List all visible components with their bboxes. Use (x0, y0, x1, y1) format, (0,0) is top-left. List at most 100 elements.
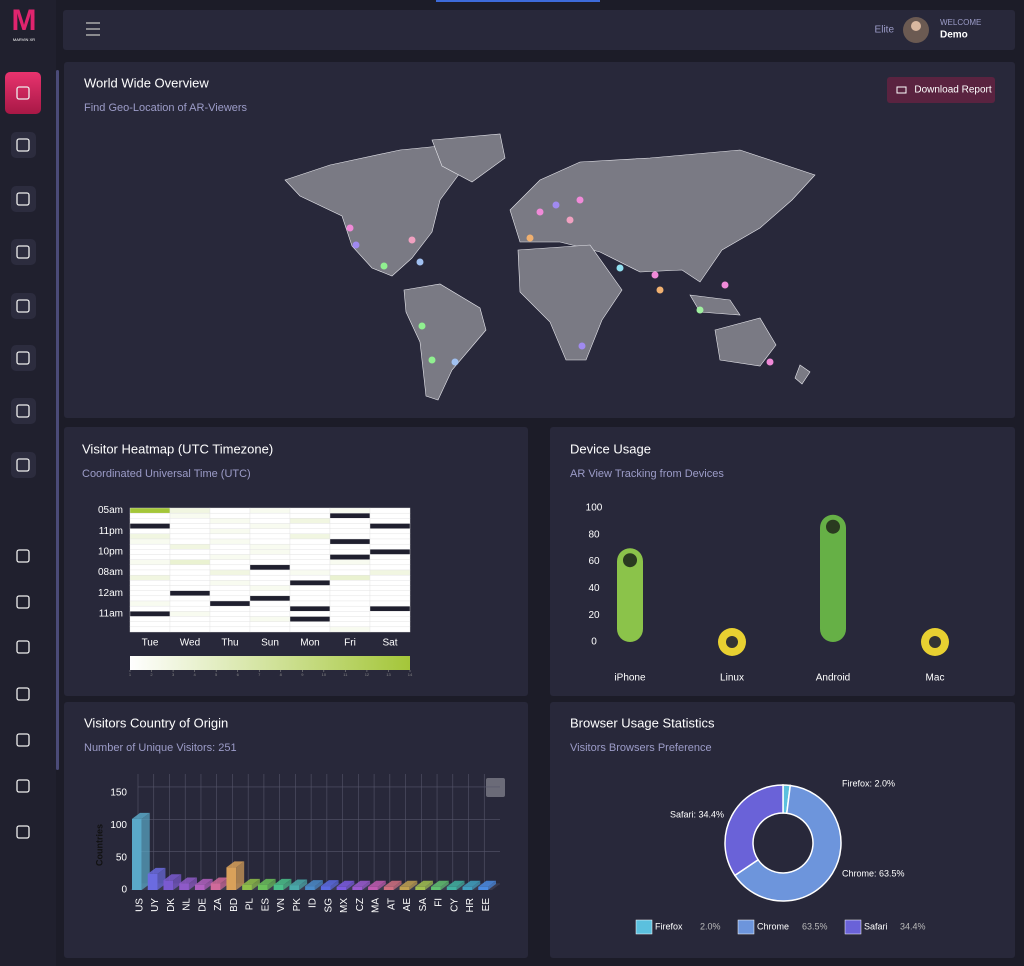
heatmap-cell (249, 523, 291, 529)
sidebar-item[interactable] (11, 589, 36, 615)
heatmap-empty-cell (289, 616, 331, 622)
heatmap-empty-cell (289, 605, 331, 612)
sidebar-item[interactable] (11, 773, 36, 799)
sidebar-item[interactable] (5, 72, 41, 114)
bar (399, 886, 410, 890)
sidebar-item[interactable] (11, 132, 36, 158)
sidebar-icon (16, 687, 30, 701)
heatmap-empty-cell (209, 600, 251, 607)
sidebar-item[interactable] (11, 398, 36, 424)
x-tick-label: NL (182, 898, 193, 911)
sidebar-item[interactable] (11, 452, 36, 478)
user-name[interactable]: Demo (940, 30, 968, 41)
heatmap-cell (129, 626, 171, 633)
heatmap-empty-cell (369, 549, 411, 555)
chart-toolbox[interactable] (486, 778, 505, 797)
download-button-label: Download Report (914, 85, 991, 96)
sidebar-item[interactable] (11, 681, 36, 707)
heatmap-cell (209, 621, 251, 628)
x-tick-label: UY (150, 898, 161, 912)
bar-side (299, 879, 308, 890)
bar-top (289, 879, 308, 886)
bar-side (488, 880, 496, 890)
bar-side (472, 880, 481, 890)
colorbar-tick-label: 6 (237, 672, 240, 677)
heatmap-cell (209, 507, 251, 514)
heatmap-cell (289, 626, 331, 633)
panel-title: Device Usage (570, 441, 651, 456)
bar (415, 886, 426, 890)
heatmap-cell (129, 518, 171, 524)
heatmap-cell (329, 528, 371, 535)
heatmap-cell (369, 569, 411, 576)
x-tick-label: Mon (300, 638, 319, 649)
x-tick-label: US (135, 898, 146, 912)
y-tick-label: 100 (586, 503, 603, 514)
bar (226, 867, 237, 890)
heatmap-cell (129, 543, 171, 550)
x-tick-label: SA (418, 898, 429, 912)
heatmap-cell (249, 590, 291, 597)
legend-value: 34.4% (900, 921, 926, 931)
sidebar-icon (16, 86, 30, 100)
world-map (284, 133, 816, 401)
bar (368, 886, 378, 890)
heatmap-cell (209, 559, 251, 566)
bar-top (305, 880, 323, 887)
heatmap-cell (249, 533, 291, 540)
heatmap-cell (329, 611, 371, 617)
heatmap-cell (289, 574, 331, 581)
heatmap-cell (329, 549, 371, 555)
sidebar-item[interactable] (11, 345, 36, 371)
sidebar-item[interactable] (11, 239, 36, 265)
sidebar-item[interactable] (11, 293, 36, 319)
bar (132, 818, 142, 890)
bar-side (409, 880, 418, 890)
heatmap-cell (289, 585, 331, 591)
bar (383, 886, 394, 890)
heatmap-cell (329, 543, 371, 550)
data-label: Chrome: 63.5% (842, 868, 905, 878)
sidebar-item[interactable] (11, 543, 36, 569)
sidebar-item[interactable] (11, 186, 36, 212)
bar (257, 884, 268, 890)
device-panel (550, 427, 1015, 696)
x-tick-label: Fri (344, 638, 356, 649)
heatmap-cell (169, 507, 211, 514)
heatmap-cell (169, 564, 211, 571)
x-tick-label: AT (386, 898, 397, 910)
sidebar-icon (16, 779, 30, 793)
heatmap-cell (209, 580, 251, 586)
sidebar-item[interactable] (11, 819, 36, 845)
sidebar-icon-bg (11, 186, 36, 212)
heatmap-cell (169, 580, 211, 586)
heatmap-cell (289, 621, 331, 628)
y-tick-label: 05am (98, 505, 123, 516)
sidebar-item[interactable] (11, 634, 36, 660)
bar (478, 886, 488, 890)
country-panel (64, 702, 528, 958)
bar-side (377, 880, 386, 890)
bar-top (462, 880, 481, 887)
heatmap-cell (129, 574, 171, 581)
heatmap-cell (289, 507, 331, 514)
heatmap-cell (209, 574, 251, 581)
heatmap-cell (369, 600, 411, 607)
sidebar-item[interactable] (11, 727, 36, 753)
heatmap-cell (369, 595, 411, 602)
heatmap-cell (129, 528, 171, 535)
sidebar-icon-bg (11, 398, 36, 424)
x-tick-label: ZA (213, 898, 224, 911)
x-tick-label: VN (276, 898, 287, 912)
menu-toggle[interactable] (86, 22, 100, 36)
heatmap-cell (129, 533, 171, 540)
x-tick-label: ID (308, 898, 319, 908)
y-tick-label: 11pm (99, 526, 123, 537)
bar-side (440, 880, 449, 890)
download-icon (896, 86, 907, 94)
heatmap-cell (169, 538, 211, 545)
x-tick-label: AE (402, 898, 413, 912)
x-tick-label: MX (339, 898, 350, 913)
sidebar-scrollbar (56, 70, 59, 770)
download-button[interactable] (887, 77, 995, 103)
